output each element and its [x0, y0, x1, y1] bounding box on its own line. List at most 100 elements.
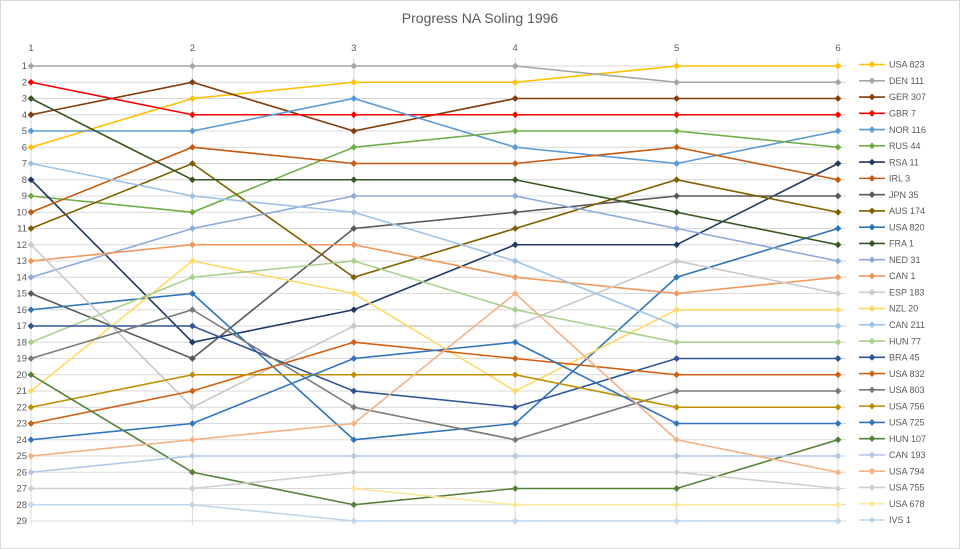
marker-nor-116 — [673, 160, 680, 167]
marker-usa-678 — [350, 485, 358, 492]
legend-item-bra-45: BRA 45 — [859, 353, 920, 363]
legend: USA 823 DEN 111 GER 307 GBR 7 NOR 116 RUS 44 R… — [859, 60, 926, 525]
marker-esp-183 — [673, 257, 680, 265]
y-axis-label: 27 — [16, 484, 27, 495]
legend-swatch-marker — [868, 484, 876, 491]
marker-bra-45 — [350, 387, 358, 395]
marker-usa-794 — [189, 436, 196, 444]
y-axis-label: 9 — [22, 191, 27, 202]
legend-swatch-marker — [868, 61, 876, 68]
y-axis-label: 12 — [16, 240, 27, 251]
marker-usa-823 — [834, 62, 842, 70]
marker-bra-45 — [189, 322, 196, 330]
y-axis-label: 13 — [16, 256, 27, 267]
marker-ger-307 — [834, 95, 842, 102]
x-axis-label: 1 — [28, 43, 33, 54]
legend-item-usa-755: USA 755 — [859, 483, 925, 493]
marker-can-193 — [511, 452, 519, 460]
y-axis-label: 22 — [16, 402, 27, 413]
legend-item-den-111: DEN 111 — [859, 76, 924, 86]
x-axis-label: 6 — [835, 43, 840, 54]
series-line-usa-794 — [30, 292, 839, 474]
legend-swatch-marker — [868, 158, 876, 166]
marker-usa-755 — [834, 485, 842, 492]
marker-irl-3 — [673, 143, 680, 151]
marker-ivs-1 — [350, 517, 358, 525]
gridlines — [30, 58, 846, 525]
marker-jpn-35 — [834, 192, 842, 200]
series-usa-725 — [27, 338, 842, 444]
marker-jpn-35 — [511, 208, 519, 216]
legend-label: HUN 107 — [889, 434, 926, 444]
marker-den-111 — [27, 62, 35, 70]
marker-fra-1 — [189, 176, 196, 184]
marker-usa-803 — [834, 387, 842, 395]
legend-item-irl-3: IRL 3 — [859, 174, 910, 184]
legend-item-can-1: CAN 1 — [859, 271, 916, 281]
marker-rus-44 — [834, 143, 842, 151]
marker-jpn-35 — [27, 290, 35, 297]
marker-aus-174 — [511, 225, 519, 232]
marker-gbr-7 — [350, 111, 358, 119]
y-axis-label: 3 — [22, 94, 27, 105]
y-axis-label: 20 — [16, 370, 27, 381]
y-axis-label: 25 — [16, 451, 27, 462]
marker-aus-174 — [27, 225, 35, 232]
marker-aus-174 — [834, 208, 842, 216]
legend-label: ESP 183 — [889, 287, 924, 297]
y-axis-label: 14 — [16, 272, 27, 283]
marker-fra-1 — [350, 176, 358, 184]
legend-swatch-marker — [868, 77, 876, 85]
legend-item-ned-31: NED 31 — [859, 255, 921, 265]
marker-ivs-1 — [189, 501, 196, 509]
marker-usa-803 — [350, 403, 358, 411]
marker-hun-77 — [673, 338, 680, 346]
series-line-gbr-7 — [30, 81, 838, 116]
x-axis-label: 2 — [190, 43, 195, 54]
marker-nor-116 — [27, 127, 35, 135]
legend-item-usa-794: USA 794 — [859, 466, 925, 476]
marker-nzl-20 — [511, 387, 519, 395]
series-line-jpn-35 — [30, 195, 838, 360]
legend-item-aus-174: AUS 174 — [859, 206, 925, 216]
marker-fra-1 — [27, 95, 35, 102]
series-usa-678 — [350, 485, 842, 509]
legend-swatch-marker — [868, 467, 876, 475]
marker-den-111 — [511, 62, 519, 70]
marker-nor-116 — [834, 127, 842, 135]
marker-usa-823 — [511, 78, 519, 86]
marker-can-211 — [834, 322, 842, 330]
marker-usa-725 — [189, 420, 196, 427]
chart-title: Progress NA Soling 1996 — [402, 10, 559, 26]
series-can-1 — [27, 241, 842, 297]
legend-label: FRA 1 — [889, 239, 914, 249]
series-line-irl-3 — [30, 146, 839, 213]
legend-swatch-marker — [868, 370, 876, 377]
marker-usa-820 — [350, 436, 358, 444]
y-axis-label: 23 — [16, 419, 27, 430]
legend-label: USA 725 — [889, 418, 925, 428]
marker-gbr-7 — [27, 78, 35, 86]
marker-rsa-11 — [834, 160, 842, 167]
legend-label: USA 755 — [889, 483, 925, 493]
marker-usa-820 — [27, 306, 35, 314]
series-lines — [27, 62, 842, 525]
y-axis-label: 4 — [22, 110, 27, 121]
marker-aus-174 — [673, 176, 680, 184]
series-line-rus-44 — [30, 130, 839, 214]
marker-irl-3 — [189, 143, 196, 151]
marker-nzl-20 — [834, 306, 842, 314]
y-axis-label: 21 — [16, 386, 27, 397]
marker-usa-832 — [511, 355, 519, 362]
legend-item-ger-307: GER 307 — [859, 92, 926, 102]
marker-usa-823 — [27, 143, 35, 151]
legend-label: CAN 1 — [889, 271, 916, 281]
marker-can-211 — [350, 208, 358, 216]
series-jpn-35 — [27, 192, 842, 362]
legend-label: AUS 174 — [889, 206, 925, 216]
series-ned-31 — [27, 192, 842, 281]
legend-swatch-marker — [868, 142, 876, 150]
marker-usa-756 — [350, 371, 358, 379]
legend-item-usa-803: USA 803 — [859, 385, 925, 395]
legend-item-fra-1: FRA 1 — [859, 239, 914, 249]
